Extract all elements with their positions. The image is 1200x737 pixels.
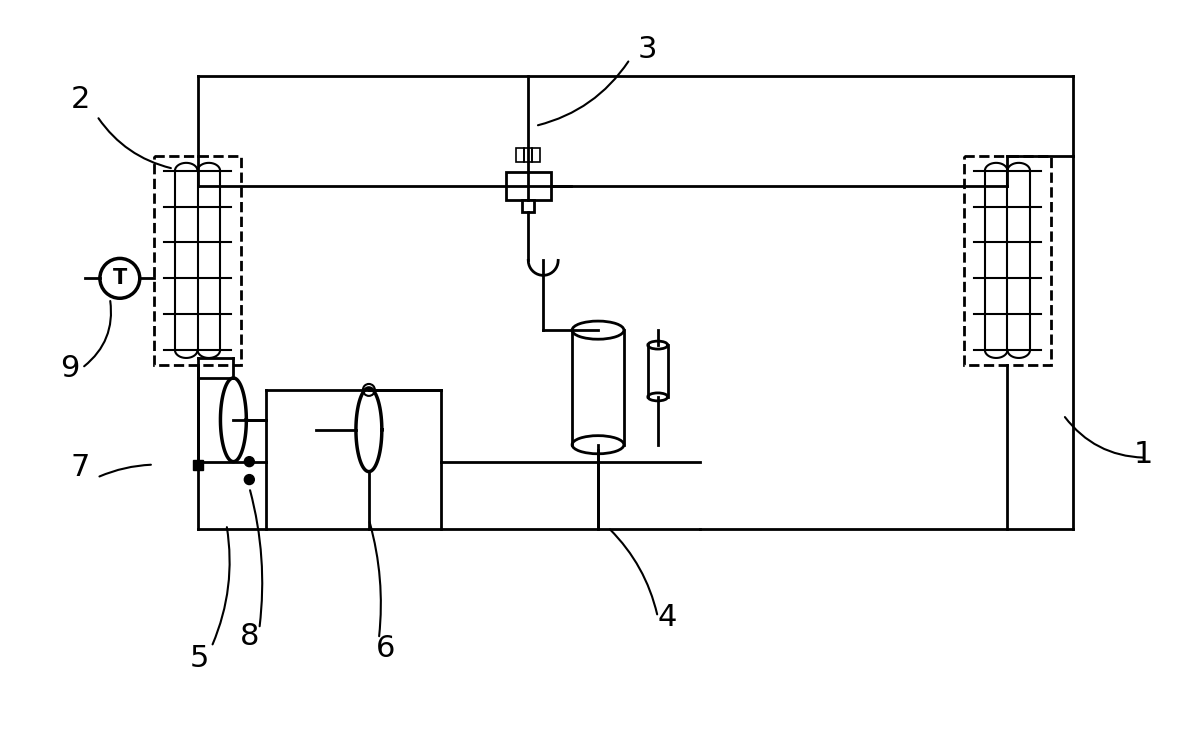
Bar — [524, 148, 533, 162]
Ellipse shape — [572, 436, 624, 454]
Text: 1: 1 — [1133, 440, 1153, 469]
Text: 8: 8 — [240, 623, 259, 652]
Bar — [516, 148, 524, 162]
Circle shape — [362, 384, 374, 396]
Ellipse shape — [572, 321, 624, 339]
Text: 7: 7 — [71, 453, 90, 482]
Text: 3: 3 — [638, 35, 658, 63]
Text: 5: 5 — [190, 644, 209, 674]
Text: 6: 6 — [376, 635, 396, 663]
Bar — [192, 460, 203, 469]
Circle shape — [100, 259, 139, 298]
Ellipse shape — [648, 393, 667, 401]
Bar — [533, 148, 540, 162]
Bar — [506, 172, 551, 200]
Text: 2: 2 — [71, 85, 90, 113]
Text: 4: 4 — [658, 603, 678, 632]
Circle shape — [245, 457, 254, 467]
Circle shape — [245, 475, 254, 484]
Ellipse shape — [648, 341, 667, 349]
Text: T: T — [113, 268, 127, 288]
Text: 9: 9 — [60, 354, 79, 383]
Bar — [522, 200, 534, 212]
